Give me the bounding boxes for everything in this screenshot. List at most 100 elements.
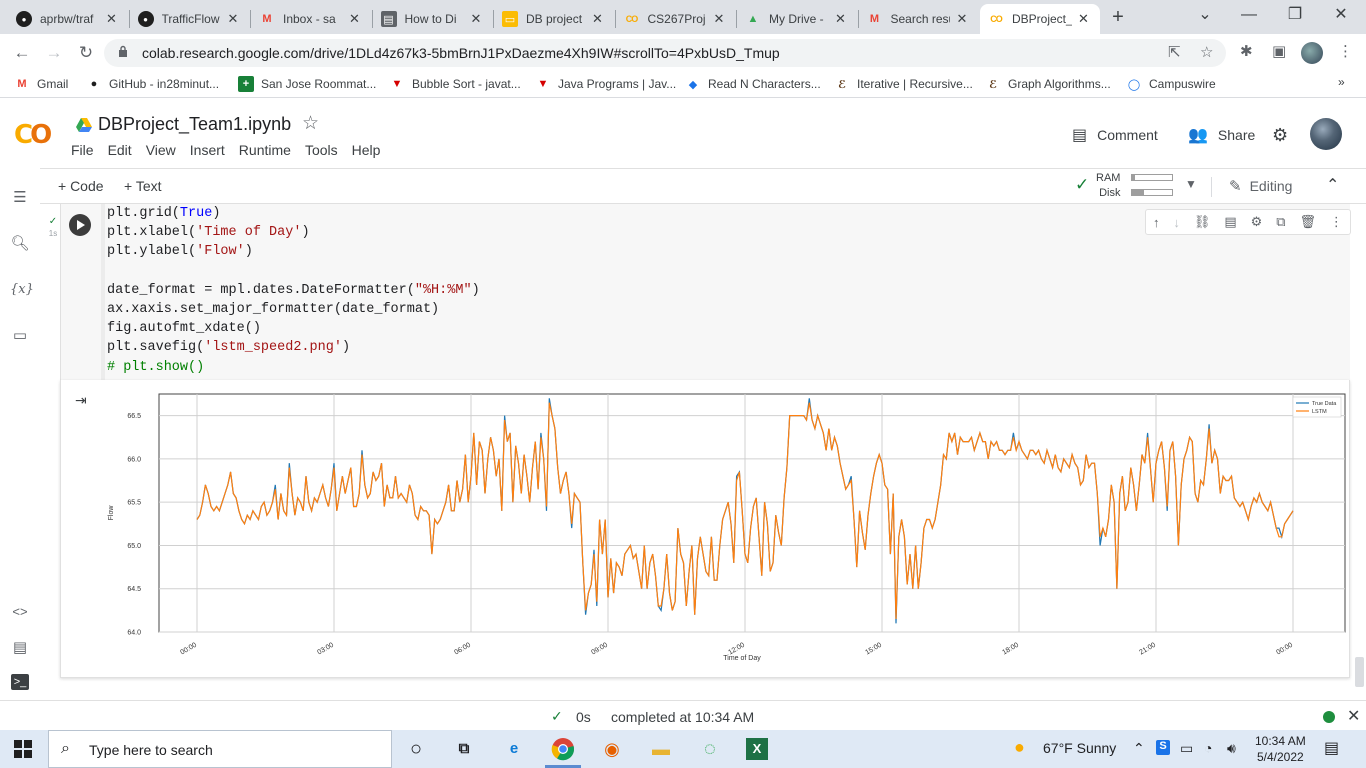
bookmark-item[interactable]: ▼ Java Programs | Jav... [535,76,677,92]
browser-tab[interactable]: CO DBProject_ ✕ [980,4,1100,34]
star-icon[interactable]: ☆ [302,113,320,134]
link-icon[interactable]: ⛓ [1193,214,1211,229]
system-clock[interactable]: 10:34 AM 5/4/2022 [1255,733,1306,765]
tab-search-icon[interactable]: ⌄ [1198,6,1212,23]
security-shield-icon[interactable]: S [1156,740,1170,755]
bookmark-item[interactable]: ◯ Campuswire [1126,76,1216,92]
volume-icon[interactable]: 🔊︎ [1227,740,1236,756]
bookmark-item[interactable]: + San Jose Roommat... [238,76,376,92]
colab-logo[interactable]: CO [14,120,52,150]
windows-start-icon[interactable] [14,740,32,758]
comment-cell-icon[interactable]: ▤ [1224,214,1237,229]
browser-tab[interactable]: CO CS267Proj ✕ [616,4,736,34]
browser-tab[interactable]: M Inbox - sa ✕ [251,4,371,34]
table-of-contents-icon[interactable]: ☰ [13,189,27,206]
new-tab-button[interactable]: + [1112,6,1124,28]
add-code-button[interactable]: + Code [58,178,104,194]
browser-tab[interactable]: ▭ DB project ✕ [494,4,614,34]
code-snippets-icon[interactable]: <> [12,604,28,619]
close-tab-icon[interactable]: ✕ [713,11,725,26]
bookmark-item[interactable]: ▼ Bubble Sort - javat... [389,76,521,92]
settings-gear-icon[interactable]: ⚙ [1272,125,1289,145]
command-palette-icon[interactable]: ▤ [12,639,28,656]
add-text-button[interactable]: + Text [124,178,162,194]
excel-icon[interactable]: X [746,738,768,760]
extensions-icon[interactable]: ✱ [1240,43,1253,60]
profile-avatar[interactable] [1301,42,1323,64]
reload-icon[interactable]: ↻ [78,43,94,62]
task-view-icon[interactable]: ⧉ [458,740,470,757]
share-page-icon[interactable]: ⇱ [1168,44,1181,61]
browser-tab[interactable]: ● TrafficFlow ✕ [130,4,250,34]
weather-text[interactable]: 67°F Sunny [1043,740,1117,756]
resources-dropdown-icon[interactable]: ▼ [1185,177,1197,191]
bookmark-item[interactable]: ℰ Graph Algorithms... [985,76,1111,92]
menu-runtime[interactable]: Runtime [238,142,291,158]
network-device-icon[interactable]: ▭ [1180,740,1194,756]
close-status-icon[interactable]: ✕ [1347,708,1361,725]
delete-cell-icon[interactable]: 🗑︎ [1299,214,1316,229]
chrome-menu-icon[interactable]: ⋮ [1338,43,1353,60]
app-icon[interactable]: ◌ [704,738,716,760]
minimize-icon[interactable]: — [1241,6,1257,23]
mirror-cell-icon[interactable]: ⧉ [1276,214,1286,229]
run-cell-button[interactable] [69,214,91,236]
side-panel-icon[interactable]: ▣ [1272,43,1287,60]
close-tab-icon[interactable]: ✕ [470,11,482,26]
edge-icon[interactable]: e [509,740,519,757]
back-icon[interactable]: ← [13,43,31,62]
notifications-icon[interactable]: ▤ [1324,740,1340,757]
close-tab-icon[interactable]: ✕ [227,11,239,26]
cell-settings-icon[interactable]: ⚙ [1250,214,1263,229]
close-tab-icon[interactable]: ✕ [956,11,968,26]
close-tab-icon[interactable]: ✕ [349,11,360,26]
move-up-icon[interactable]: ↑ [1152,214,1160,230]
address-bar[interactable]: colab.research.google.com/drive/1DLd4z67… [104,39,1226,67]
user-avatar[interactable] [1310,118,1342,150]
bookmark-item[interactable]: M Gmail [14,76,68,92]
close-tab-icon[interactable]: ✕ [106,11,117,26]
bookmark-star-icon[interactable]: ☆ [1200,44,1214,61]
bookmark-item[interactable]: ◆ Read N Characters... [685,76,821,92]
code-cell[interactable]: plt.grid(True) plt.xlabel('Time of Day') p… [60,204,1351,380]
menu-view[interactable]: View [145,142,176,158]
output-actions-icon[interactable]: ⇥ [75,392,87,408]
files-folder-icon[interactable]: ▭ [12,327,28,344]
file-explorer-icon[interactable]: ▬ [652,739,670,759]
editing-mode-button[interactable]: ✎ Editing [1229,177,1292,195]
cell-more-icon[interactable]: ⋮ [1329,214,1343,229]
comment-button[interactable]: ▤ Comment [1072,125,1158,145]
resource-monitor[interactable]: RAM Disk [1096,171,1120,200]
notebook-scrollbar[interactable] [1355,657,1364,687]
menu-insert[interactable]: Insert [189,142,225,158]
bookmark-item[interactable]: ● GitHub - in28minut... [86,76,219,92]
move-down-icon[interactable]: ↓ [1173,214,1180,230]
chrome-icon[interactable] [550,736,576,762]
more-bookmarks-icon[interactable]: » [1338,75,1345,89]
share-button[interactable]: 👥 Share [1188,125,1255,145]
close-tab-icon[interactable]: ✕ [835,11,846,26]
menu-tools[interactable]: Tools [304,142,338,158]
taskbar-search-box[interactable]: ⌕ Type here to search [48,730,392,768]
search-icon[interactable]: 🔍︎ [10,235,30,252]
close-window-icon[interactable]: ✕ [1334,6,1348,23]
menu-help[interactable]: Help [351,142,381,158]
menu-file[interactable]: File [71,142,94,158]
wifi-icon[interactable]: ◔ [1204,740,1213,756]
terminal-icon[interactable]: >_ [11,674,29,690]
restore-icon[interactable]: ❐ [1287,6,1303,23]
code-editor[interactable]: plt.grid(True) plt.xlabel('Time of Day') p… [101,204,1349,380]
browser-tab[interactable]: ▲ My Drive - ✕ [737,4,857,34]
browser-tab[interactable]: ▤ How to Di ✕ [373,4,493,34]
bookmark-item[interactable]: ℰ Iterative | Recursive... [834,76,973,92]
notebook-title[interactable]: DBProject_Team1.ipynb [76,114,291,135]
cortana-icon[interactable]: ○ [409,738,423,760]
browser-tab[interactable]: ● aprbw/traf ✕ [8,4,128,34]
firefox-icon[interactable]: ◉ [604,739,620,759]
collapse-header-icon[interactable]: ⌃ [1326,177,1340,194]
browser-tab[interactable]: M Search resu ✕ [859,4,979,34]
variables-icon[interactable]: {x} [10,282,34,297]
close-tab-icon[interactable]: ✕ [1078,11,1089,26]
forward-icon[interactable]: → [45,43,63,62]
menu-edit[interactable]: Edit [107,142,132,158]
